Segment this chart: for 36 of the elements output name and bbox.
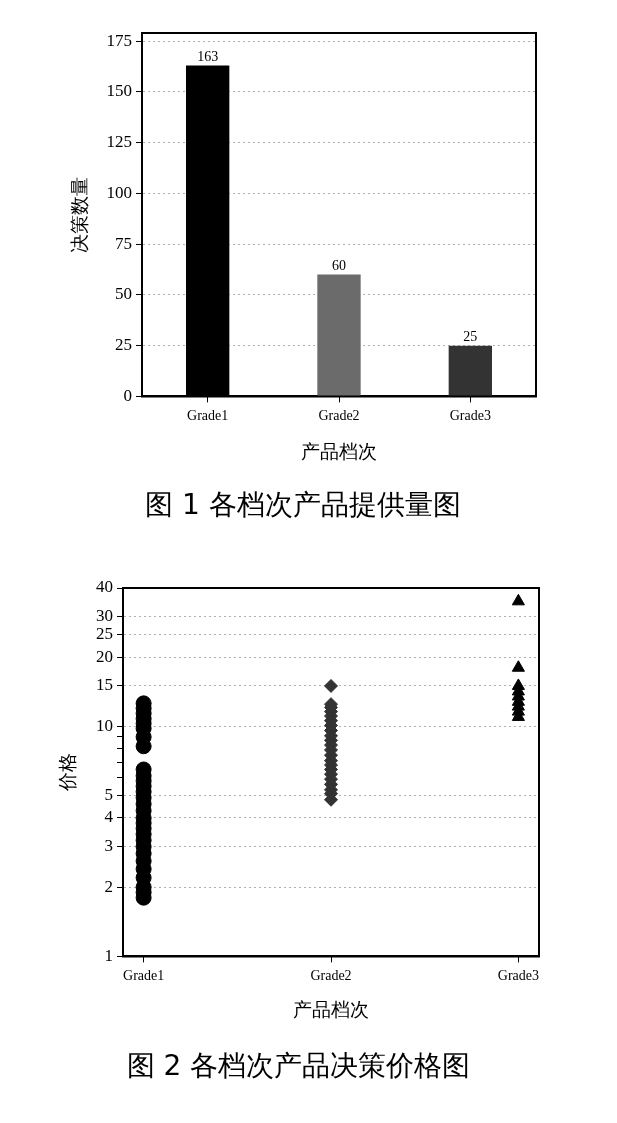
y-tick-label: 50 [115, 284, 132, 304]
y-tick-label: 40 [96, 577, 113, 597]
y-tick-label: 150 [106, 81, 132, 101]
y-tick-label: 5 [104, 785, 113, 805]
y-tick-label: 25 [96, 624, 113, 644]
y-tick-label: 75 [115, 233, 132, 253]
x-axis-title: 产品档次 [293, 998, 369, 1020]
y-tick-label: 100 [106, 182, 132, 202]
y-tick-label: 15 [96, 675, 113, 695]
y-tick-label: 10 [96, 715, 113, 735]
y-tick-label: 3 [104, 836, 113, 856]
bar [317, 274, 361, 396]
x-tick-label: Grade2 [318, 408, 360, 424]
y-tick-label: 25 [115, 335, 132, 355]
data-label: 25 [463, 329, 478, 345]
bar [448, 345, 492, 396]
y-tick-label: 125 [106, 132, 132, 152]
y-axis-title: 决策数量 [69, 176, 91, 253]
x-tick-label: Grade2 [310, 968, 352, 984]
y-tick-label: 1 [104, 945, 113, 965]
text: 图 2 各档次产品决策价格图 [126, 1049, 471, 1083]
data-label: 60 [332, 258, 346, 274]
y-tick-label: 175 [106, 30, 132, 50]
y-tick-label: 0 [123, 385, 132, 405]
y-tick-label: 20 [96, 646, 113, 666]
y-tick-label: 30 [96, 606, 113, 626]
text: 图 1 各档次产品提供量图 [145, 488, 461, 522]
x-tick-label: Grade1 [123, 968, 165, 984]
x-tick-label: Grade3 [449, 408, 491, 424]
y-tick-label: 4 [104, 807, 114, 827]
x-tick-label: Grade1 [187, 408, 229, 424]
x-axis-title: 产品档次 [301, 440, 377, 462]
y-axis-title: 价格 [57, 753, 79, 793]
x-tick-label: Grade3 [497, 968, 539, 984]
data-label: 163 [197, 49, 219, 65]
y-tick-label: 2 [104, 876, 113, 896]
